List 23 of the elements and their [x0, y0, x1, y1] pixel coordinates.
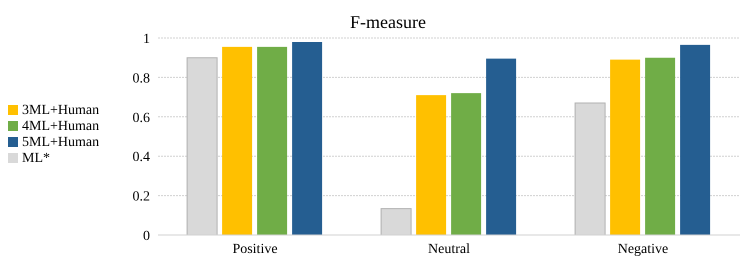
bar: [257, 46, 288, 235]
bar: [451, 93, 482, 235]
bar: [645, 58, 676, 235]
bar: [222, 46, 252, 235]
y-tick-label: 0.6: [132, 110, 150, 126]
x-tick-label: Negative: [618, 242, 668, 257]
x-tick-label: Neutral: [428, 242, 470, 257]
bar: [416, 95, 446, 235]
legend-label: 4ML+Human: [22, 118, 100, 134]
chart-title: F-measure: [349, 12, 427, 33]
y-tick-label: 0.4: [132, 150, 150, 166]
bar: [292, 42, 322, 235]
legend-label: ML*: [22, 150, 50, 166]
y-tick-label: 1: [143, 32, 150, 47]
y-tick-label: 0.8: [132, 71, 150, 86]
legend-label: 3ML+Human: [22, 102, 100, 118]
bar: [486, 58, 516, 235]
bar: [680, 44, 710, 235]
x-tick-label: Positive: [232, 242, 278, 257]
y-tick-label: 0.2: [132, 190, 150, 205]
bar: [610, 60, 640, 235]
legend-label: 5ML+Human: [22, 134, 100, 150]
y-tick-label: 0: [143, 228, 150, 244]
